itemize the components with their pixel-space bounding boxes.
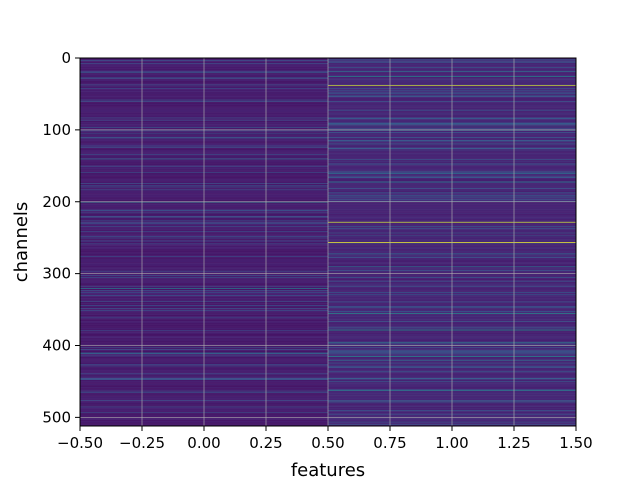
x-tick-label: −0.50 xyxy=(57,434,103,452)
y-tick-label: 300 xyxy=(42,265,71,283)
x-axis-label: features xyxy=(291,460,365,480)
y-tick-label: 0 xyxy=(61,49,71,67)
x-tick-label: 0.25 xyxy=(249,434,282,452)
y-axis-label: channels xyxy=(11,202,32,283)
x-tick-label: 0.00 xyxy=(187,434,220,452)
y-tick-label: 200 xyxy=(42,193,71,211)
x-axis-ticks: −0.50 −0.25 0.00 0.25 0.50 0.75 1.00 1.25 1.50 xyxy=(57,426,593,452)
x-tick-label: 1.00 xyxy=(435,434,468,452)
y-axis-ticks: 0 100 200 300 400 500 xyxy=(42,49,80,426)
x-tick-label: −0.25 xyxy=(119,434,165,452)
x-tick-label: 0.75 xyxy=(373,434,406,452)
x-tick-label: 0.50 xyxy=(311,434,344,452)
x-tick-label: 1.50 xyxy=(559,434,592,452)
x-tick-label: 1.25 xyxy=(497,434,530,452)
y-tick-label: 100 xyxy=(42,121,71,139)
y-tick-label: 500 xyxy=(42,408,71,426)
y-tick-label: 400 xyxy=(42,337,71,355)
